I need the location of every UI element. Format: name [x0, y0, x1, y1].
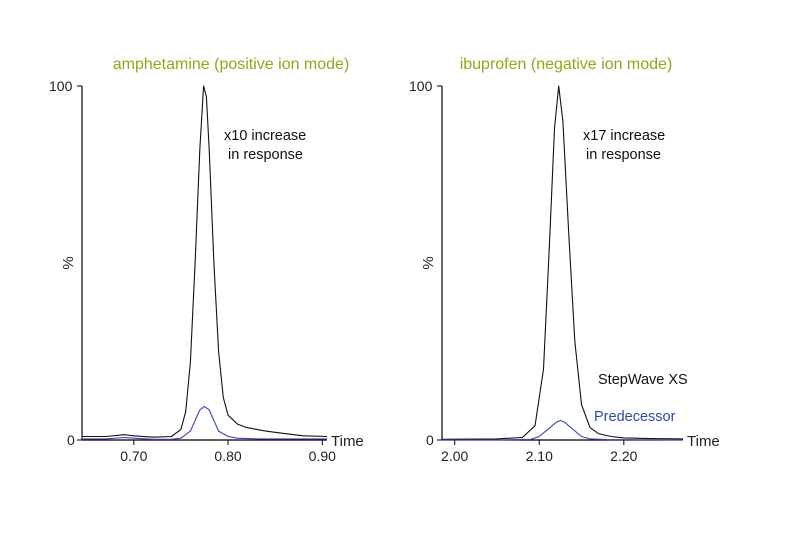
ibuprofen-annotation-line-2: in response — [586, 147, 661, 163]
amphetamine-x-axis-label: Time — [331, 433, 364, 450]
ibuprofen-stepwave-xs-line — [441, 85, 684, 440]
ibuprofen-x-axis-label: Time — [687, 433, 720, 450]
amphetamine-y-axis-label: % — [60, 256, 77, 269]
ibuprofen-series — [441, 85, 684, 441]
ibuprofen-x-tick-label: 2.20 — [610, 448, 637, 464]
amphetamine-x-tick-label: 0.90 — [309, 448, 336, 464]
amphetamine-y-tick-label-0: 0 — [67, 432, 75, 448]
amphetamine-x-tick-label: 0.70 — [120, 448, 147, 464]
legend-predecessor-label: Predecessor — [594, 409, 676, 425]
ibuprofen-annotation-line-1: x17 increase — [583, 128, 665, 144]
ibuprofen-x-ticks: 2.00 2.10 2.20 — [441, 440, 638, 464]
ibuprofen-x-tick-label: 2.00 — [441, 448, 468, 464]
ibuprofen-y-tick-label-0: 0 — [426, 432, 434, 448]
ibuprofen-chart: ibuprofen (negative ion mode) 100 0 % Ti… — [409, 56, 720, 464]
amphetamine-series — [82, 85, 328, 440]
amphetamine-x-tick-label: 0.80 — [214, 448, 241, 464]
amphetamine-annotation-line-1: x10 increase — [224, 128, 306, 144]
amphetamine-chart: amphetamine (positive ion mode) 100 0 % … — [49, 56, 364, 464]
amphetamine-x-ticks: 0.70 0.80 0.90 — [120, 440, 336, 464]
ibuprofen-y-axis-label: % — [420, 256, 437, 269]
amphetamine-chart-title: amphetamine (positive ion mode) — [113, 56, 350, 73]
ibuprofen-predecessor-line — [442, 419, 684, 441]
amphetamine-predecessor-line — [82, 405, 327, 440]
amphetamine-annotation-line-2: in response — [228, 147, 303, 163]
ibuprofen-x-tick-label: 2.10 — [526, 448, 553, 464]
amphetamine-stepwave-xs-line — [82, 85, 328, 438]
ibuprofen-chart-title: ibuprofen (negative ion mode) — [460, 56, 673, 73]
amphetamine-y-tick-label-100: 100 — [49, 78, 73, 94]
legend-stepwave-label: StepWave XS — [598, 372, 688, 388]
ibuprofen-y-tick-label-100: 100 — [409, 78, 433, 94]
